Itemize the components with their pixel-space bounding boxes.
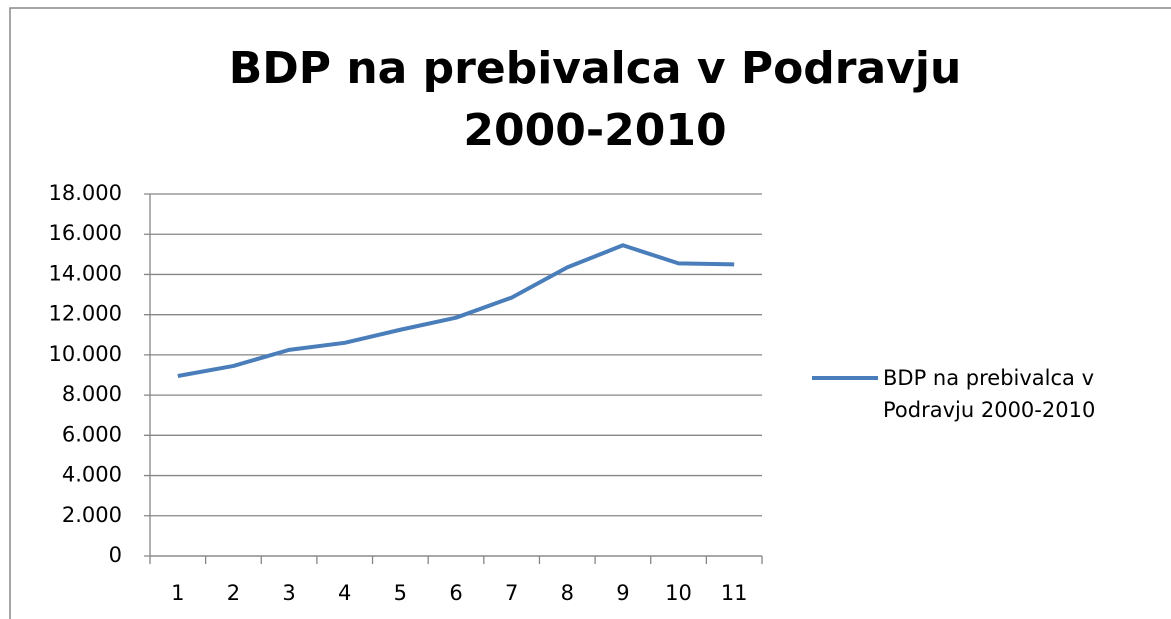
x-tick-label: 6 bbox=[449, 581, 462, 605]
x-tick-label: 3 bbox=[282, 581, 295, 605]
y-tick-label: 8.000 bbox=[62, 382, 122, 406]
y-tick-label: 4.000 bbox=[62, 463, 122, 487]
x-tick-label: 4 bbox=[338, 581, 351, 605]
y-tick-label: 0 bbox=[109, 543, 122, 567]
x-tick-label: 9 bbox=[616, 581, 629, 605]
y-tick-label: 2.000 bbox=[62, 503, 122, 527]
y-tick-label: 6.000 bbox=[62, 422, 122, 446]
x-tick-label: 2 bbox=[227, 581, 240, 605]
x-tick-label: 8 bbox=[561, 581, 574, 605]
y-tick-label: 16.000 bbox=[49, 221, 122, 245]
x-tick-label: 1 bbox=[171, 581, 184, 605]
line-series bbox=[177, 243, 735, 378]
y-tick-label: 18.000 bbox=[49, 181, 122, 205]
x-tick-label: 5 bbox=[394, 581, 407, 605]
y-tick-label: 14.000 bbox=[49, 261, 122, 285]
chart-border bbox=[9, 7, 1171, 619]
x-tick-label: 11 bbox=[721, 581, 748, 605]
legend-label: BDP na prebivalca v Podravju 2000-2010 bbox=[883, 366, 1096, 422]
x-tick-label: 7 bbox=[505, 581, 518, 605]
x-tick-label: 10 bbox=[665, 581, 692, 605]
chart-title: BDP na prebivalca v Podravju 2000-2010 bbox=[228, 43, 962, 156]
y-tick-label: 10.000 bbox=[49, 342, 122, 366]
y-tick-label: 12.000 bbox=[49, 302, 122, 326]
